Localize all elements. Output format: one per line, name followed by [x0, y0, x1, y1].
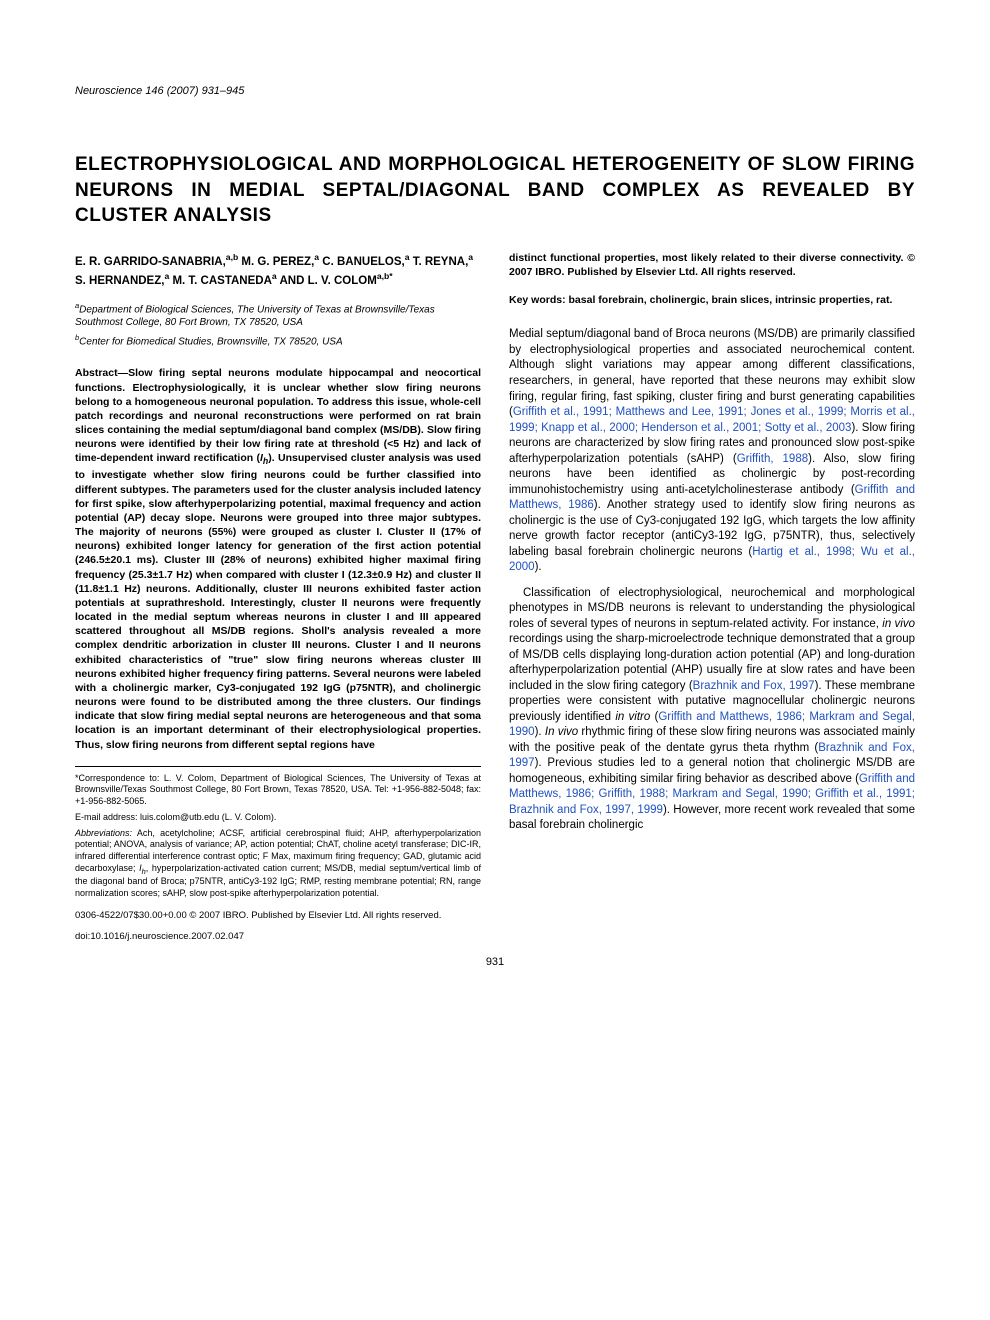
- abbreviations-footnote: Abbreviations: Ach, acetylcholine; ACSF,…: [75, 828, 481, 900]
- email-footnote: E-mail address: luis.colom@utb.edu (L. V…: [75, 812, 481, 824]
- copyright-line: 0306-4522/07$30.00+0.00 © 2007 IBRO. Pub…: [75, 910, 915, 921]
- two-column-layout: E. R. GARRIDO-SANABRIA,a,b M. G. PEREZ,a…: [75, 251, 915, 900]
- keywords: Key words: basal forebrain, cholinergic,…: [509, 293, 915, 307]
- doi-line: doi:10.1016/j.neuroscience.2007.02.047: [75, 931, 915, 942]
- affiliation-a: aDepartment of Biological Sciences, The …: [75, 301, 481, 329]
- right-column: distinct functional properties, most lik…: [509, 251, 915, 900]
- abstract-text: Abstract—Slow firing septal neurons modu…: [75, 366, 481, 751]
- journal-citation: Neuroscience 146 (2007) 931–945: [75, 85, 915, 97]
- correspondence-footnote: *Correspondence to: L. V. Colom, Departm…: [75, 773, 481, 808]
- left-column: E. R. GARRIDO-SANABRIA,a,b M. G. PEREZ,a…: [75, 251, 481, 900]
- affiliation-b: bCenter for Biomedical Studies, Brownsvi…: [75, 333, 481, 348]
- author-list: E. R. GARRIDO-SANABRIA,a,b M. G. PEREZ,a…: [75, 251, 481, 289]
- body-paragraph-1: Medial septum/diagonal band of Broca neu…: [509, 327, 915, 575]
- body-paragraph-2: Classification of electrophysiological, …: [509, 586, 915, 834]
- footnote-separator: [75, 766, 481, 767]
- page-number: 931: [75, 956, 915, 968]
- copyright-continuation: distinct functional properties, most lik…: [509, 251, 915, 279]
- article-title: ELECTROPHYSIOLOGICAL AND MORPHOLOGICAL H…: [75, 152, 915, 229]
